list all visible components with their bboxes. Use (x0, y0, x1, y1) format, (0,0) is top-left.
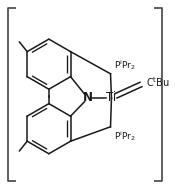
Text: C$\mathregular{^t}$Bu: C$\mathregular{^t}$Bu (146, 76, 170, 89)
Text: N: N (82, 91, 92, 104)
Text: P$\mathregular{^i}$Pr$_2$: P$\mathregular{^i}$Pr$_2$ (114, 58, 136, 72)
Text: Ti: Ti (106, 91, 117, 104)
Text: P$\mathregular{^i}$Pr$_2$: P$\mathregular{^i}$Pr$_2$ (114, 129, 136, 143)
